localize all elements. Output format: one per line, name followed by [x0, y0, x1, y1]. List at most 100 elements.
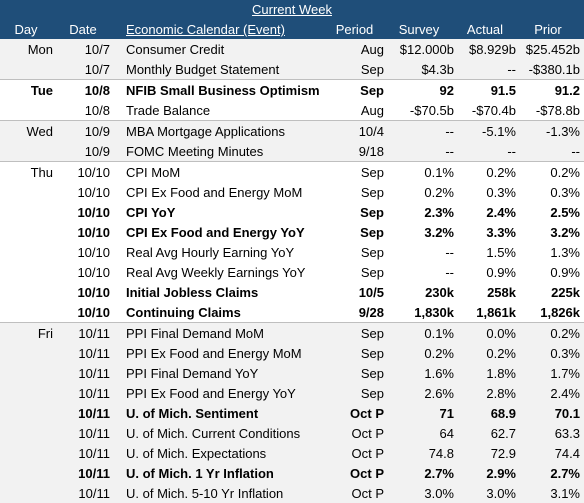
table-row: 10/10 CPI YoY Sep 2.3% 2.4% 2.5% [0, 202, 584, 222]
table-row: 10/10 Initial Jobless Claims 10/5 230k 258k 2… [0, 282, 584, 302]
cell-event: PPI Final Demand MoM [126, 325, 264, 341]
cell-survey: -- [445, 123, 454, 139]
cell-event: Real Avg Weekly Earnings YoY [126, 264, 306, 280]
cell-prior: 225k [551, 284, 580, 300]
cell-actual: 2.4% [486, 204, 516, 220]
cell-actual: 0.0% [486, 325, 516, 341]
cell-day: Mon [27, 41, 53, 57]
cell-prior: $25.452b [525, 41, 580, 57]
cell-date: 10/10 [77, 284, 110, 300]
cell-event: FOMC Meeting Minutes [126, 143, 264, 159]
cell-date: 10/11 [78, 405, 110, 421]
cell-actual: 2.8% [486, 385, 516, 401]
cell-prior: 2.4% [550, 385, 580, 401]
cell-survey: 2.7% [424, 465, 454, 481]
cell-survey: 2.6% [424, 385, 454, 401]
cell-survey: 1,830k [414, 304, 454, 320]
table-header: Day Date Economic Calendar (Event) Perio… [0, 20, 584, 39]
cell-actual: 62.7 [490, 425, 516, 441]
cell-survey: 64 [439, 425, 454, 441]
cell-actual: -$70.4b [471, 102, 516, 118]
cell-actual: 1.8% [486, 365, 516, 381]
table-row: 10/11 PPI Ex Food and Energy MoM Sep 0.2% 0.… [0, 343, 584, 363]
cell-actual: 0.2% [486, 164, 516, 180]
table-row: Fri 10/11 PPI Final Demand MoM Sep 0.1% 0.0% 0… [0, 322, 584, 343]
cell-prior: 0.3% [550, 345, 580, 361]
cell-actual: 91.5 [490, 82, 516, 98]
cell-date: 10/7 [84, 61, 110, 77]
cell-survey: 3.0% [424, 485, 454, 501]
cell-prior: 91.2 [554, 82, 580, 98]
cell-period: Sep [360, 82, 384, 98]
cell-date: 10/9 [84, 143, 110, 159]
cell-actual: 258k [487, 284, 516, 300]
cell-date: 10/10 [77, 224, 110, 240]
cell-event: CPI MoM [126, 164, 181, 180]
cell-survey: 0.1% [424, 164, 454, 180]
cell-date: 10/8 [84, 102, 110, 118]
cell-actual: $8.929b [469, 41, 516, 57]
header-date: Date [69, 22, 97, 37]
cell-day: Fri [37, 325, 53, 341]
cell-actual: 0.9% [486, 264, 516, 280]
cell-prior: 2.5% [550, 204, 580, 220]
cell-survey: 71 [439, 405, 454, 421]
cell-date: 10/11 [78, 445, 110, 461]
cell-event: CPI YoY [126, 204, 176, 220]
cell-prior: 63.3 [554, 425, 580, 441]
cell-event: PPI Ex Food and Energy MoM [126, 345, 302, 361]
cell-prior: 70.1 [554, 405, 580, 421]
cell-actual: 2.9% [486, 465, 516, 481]
cell-period: Sep [360, 264, 384, 280]
cell-survey: -$70.5b [409, 102, 454, 118]
cell-period: 10/4 [358, 123, 384, 139]
cell-event: MBA Mortgage Applications [126, 123, 285, 139]
cell-event: Trade Balance [126, 102, 211, 118]
cell-survey: 2.3% [424, 204, 454, 220]
table-row: 10/7 Monthly Budget Statement Sep $4.3b -- -$… [0, 59, 584, 79]
cell-survey: 3.2% [424, 224, 454, 240]
cell-survey: 0.1% [424, 325, 454, 341]
header-event: Economic Calendar (Event) [126, 22, 285, 37]
cell-survey: 92 [439, 82, 454, 98]
table-body: Mon 10/7 Consumer Credit Aug $12.000b $8.929b… [0, 39, 584, 503]
cell-actual: 1.5% [486, 244, 516, 260]
cell-actual: -5.1% [482, 123, 516, 139]
cell-event: PPI Final Demand YoY [126, 365, 259, 381]
cell-period: Sep [360, 164, 384, 180]
cell-period: Oct P [351, 425, 384, 441]
cell-survey: -- [445, 264, 454, 280]
table-row: 10/11 U. of Mich. 5-10 Yr Inflation Oct P 3… [0, 483, 584, 503]
cell-prior: 1.7% [550, 365, 580, 381]
cell-period: Sep [360, 61, 384, 77]
cell-event: Initial Jobless Claims [126, 284, 259, 300]
cell-date: 10/8 [84, 82, 110, 98]
cell-event: CPI Ex Food and Energy YoY [126, 224, 305, 240]
cell-prior: 74.4 [554, 445, 580, 461]
cell-prior: -1.3% [546, 123, 580, 139]
cell-prior: -$78.8b [535, 102, 580, 118]
cell-prior: 0.2% [550, 164, 580, 180]
cell-period: Sep [360, 224, 384, 240]
cell-date: 10/10 [77, 264, 110, 280]
header-actual: Actual [466, 22, 504, 37]
cell-event: U. of Mich. 5-10 Yr Inflation [126, 485, 284, 501]
cell-date: 10/11 [78, 485, 110, 501]
cell-period: Aug [360, 41, 384, 57]
cell-prior: 0.3% [550, 184, 580, 200]
cell-actual: 3.0% [486, 485, 516, 501]
cell-event: NFIB Small Business Optimism [126, 82, 320, 98]
table-title: Current Week [0, 0, 584, 20]
table-row: 10/10 Real Avg Weekly Earnings YoY Sep -- 0.… [0, 262, 584, 282]
table-row: Thu 10/10 CPI MoM Sep 0.1% 0.2% 0.2% [0, 161, 584, 182]
cell-survey: 0.2% [424, 345, 454, 361]
table-row: Tue 10/8 NFIB Small Business Optimism Sep 92… [0, 79, 584, 100]
table-row: 10/9 FOMC Meeting Minutes 9/18 -- -- -- [0, 141, 584, 161]
cell-period: Oct P [351, 485, 384, 501]
cell-survey: $12.000b [399, 41, 454, 57]
cell-day: Tue [30, 82, 53, 98]
table-row: 10/8 Trade Balance Aug -$70.5b -$70.4b -$78.8… [0, 100, 584, 120]
cell-actual: 72.9 [490, 445, 516, 461]
cell-period: Oct P [350, 405, 384, 421]
